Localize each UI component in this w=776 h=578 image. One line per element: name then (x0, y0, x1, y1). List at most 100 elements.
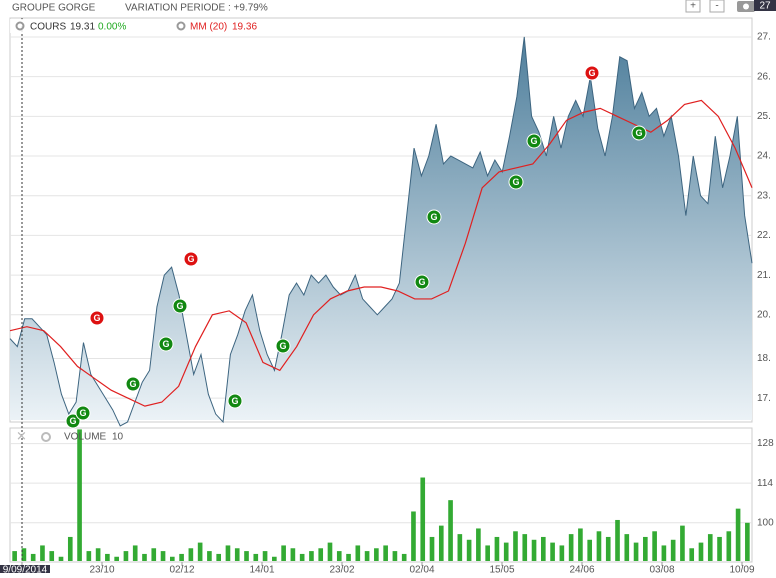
y-tick-label: 20. (757, 309, 771, 320)
volume-bar (336, 551, 342, 561)
y-tick-label: 26. (757, 71, 771, 82)
camera-lens (743, 3, 749, 10)
y-tick-label: 24. (757, 151, 771, 162)
volume-bar (559, 545, 565, 561)
volume-bar (531, 539, 537, 561)
signal-marker (584, 65, 600, 81)
signal-marker (426, 209, 442, 225)
legend-volume-name: VOLUME (64, 432, 107, 443)
volume-bar (383, 545, 388, 561)
x-tick-label: 15/05 (489, 565, 514, 573)
volume-bar (244, 551, 249, 561)
volume-bar (587, 539, 593, 561)
y-tick-label: 23. (757, 190, 771, 201)
x-tick-label: 9/09/2014 (3, 565, 48, 573)
volume-bar (216, 553, 222, 561)
signal-marker (183, 251, 199, 267)
gear-icon[interactable] (41, 432, 51, 442)
volume-bar (476, 528, 481, 561)
signal-label: G (430, 212, 437, 222)
volume-bar (392, 551, 398, 561)
legend-ma-value: 19.36 (232, 22, 257, 33)
volume-bar (596, 531, 602, 561)
zoom-in-button[interactable] (685, 0, 701, 13)
close-icon[interactable]: ✕ (16, 428, 27, 443)
volume-bar (726, 531, 732, 561)
volume-bar (95, 548, 101, 561)
volume-tick-label: 100 (757, 517, 774, 528)
volume-bar (114, 556, 119, 561)
volume-bar (21, 548, 27, 561)
volume-bar (151, 548, 157, 561)
legend-volume-value: 10 (112, 432, 124, 443)
volume-bar (643, 536, 648, 561)
signal-label: G (187, 254, 194, 264)
volume-bar (568, 534, 574, 561)
volume-tick-label: 114 (757, 478, 773, 489)
volume-bar (309, 551, 314, 561)
volume-bar (485, 545, 490, 561)
y-tick-label: 22. (757, 230, 771, 241)
x-tick-label: 10/09 (729, 565, 754, 573)
volume-bar (374, 548, 379, 561)
volume-bar (142, 553, 147, 561)
ma-line (9, 99, 753, 407)
volume-bar (698, 542, 704, 561)
volume-bar (661, 545, 667, 561)
volume-bar (197, 542, 203, 561)
volume-bar (670, 539, 676, 561)
signal-marker (631, 125, 647, 141)
volume-bar (745, 522, 750, 561)
volume-bar (615, 519, 620, 561)
volume-bar (86, 551, 92, 561)
volume-bar (457, 534, 463, 561)
axis-marker-bg (754, 0, 776, 11)
volume-bar (188, 548, 194, 561)
volume-bar (605, 536, 611, 561)
signal-label: G (129, 379, 136, 389)
volume-bar (522, 534, 528, 561)
signal-marker (75, 405, 91, 421)
gear-icon[interactable] (15, 21, 25, 31)
volume-bar (717, 536, 722, 561)
zoom-out-icon: - (715, 1, 718, 12)
signal-marker (275, 338, 291, 354)
signal-label: G (69, 416, 76, 426)
signal-marker (227, 393, 243, 409)
gear-icon[interactable] (176, 21, 186, 31)
x-tick-label: 02/04 (409, 565, 434, 573)
volume-bar (253, 553, 259, 561)
volume-bar (364, 551, 370, 561)
y-tick-label: 21. (757, 270, 771, 281)
volume-bar (466, 539, 472, 561)
volume-bar (448, 500, 453, 561)
volume-bar (540, 536, 546, 561)
x-tick-label: 14/01 (249, 565, 274, 573)
price-panel (9, 17, 753, 423)
signal-label: G (635, 128, 642, 138)
signal-label: G (93, 313, 100, 323)
signal-label: G (162, 339, 169, 349)
chart-subtitle: VARIATION PERIODE : +9.79% (125, 3, 268, 14)
zoom-out-button[interactable] (709, 0, 725, 13)
volume-bar (12, 551, 17, 561)
volume-bar (401, 553, 407, 561)
x-tick-label: 24/06 (569, 565, 594, 573)
plot (9, 36, 753, 561)
signal-marker (158, 336, 174, 352)
signal-label: G (231, 396, 238, 406)
price-line (9, 36, 753, 427)
volume-bar (624, 534, 630, 561)
volume-bar (132, 545, 138, 561)
volume-bar (689, 548, 695, 561)
axis-marker: 27 (759, 1, 771, 12)
volume-bar (262, 551, 268, 561)
legend-price-name: COURS (30, 22, 66, 33)
volume-bar (420, 477, 426, 561)
volume-bar (169, 556, 175, 561)
legend-price-change: 0.00% (98, 22, 126, 33)
volume-bar (550, 542, 555, 561)
volume-tick-label: 128 (757, 438, 774, 449)
